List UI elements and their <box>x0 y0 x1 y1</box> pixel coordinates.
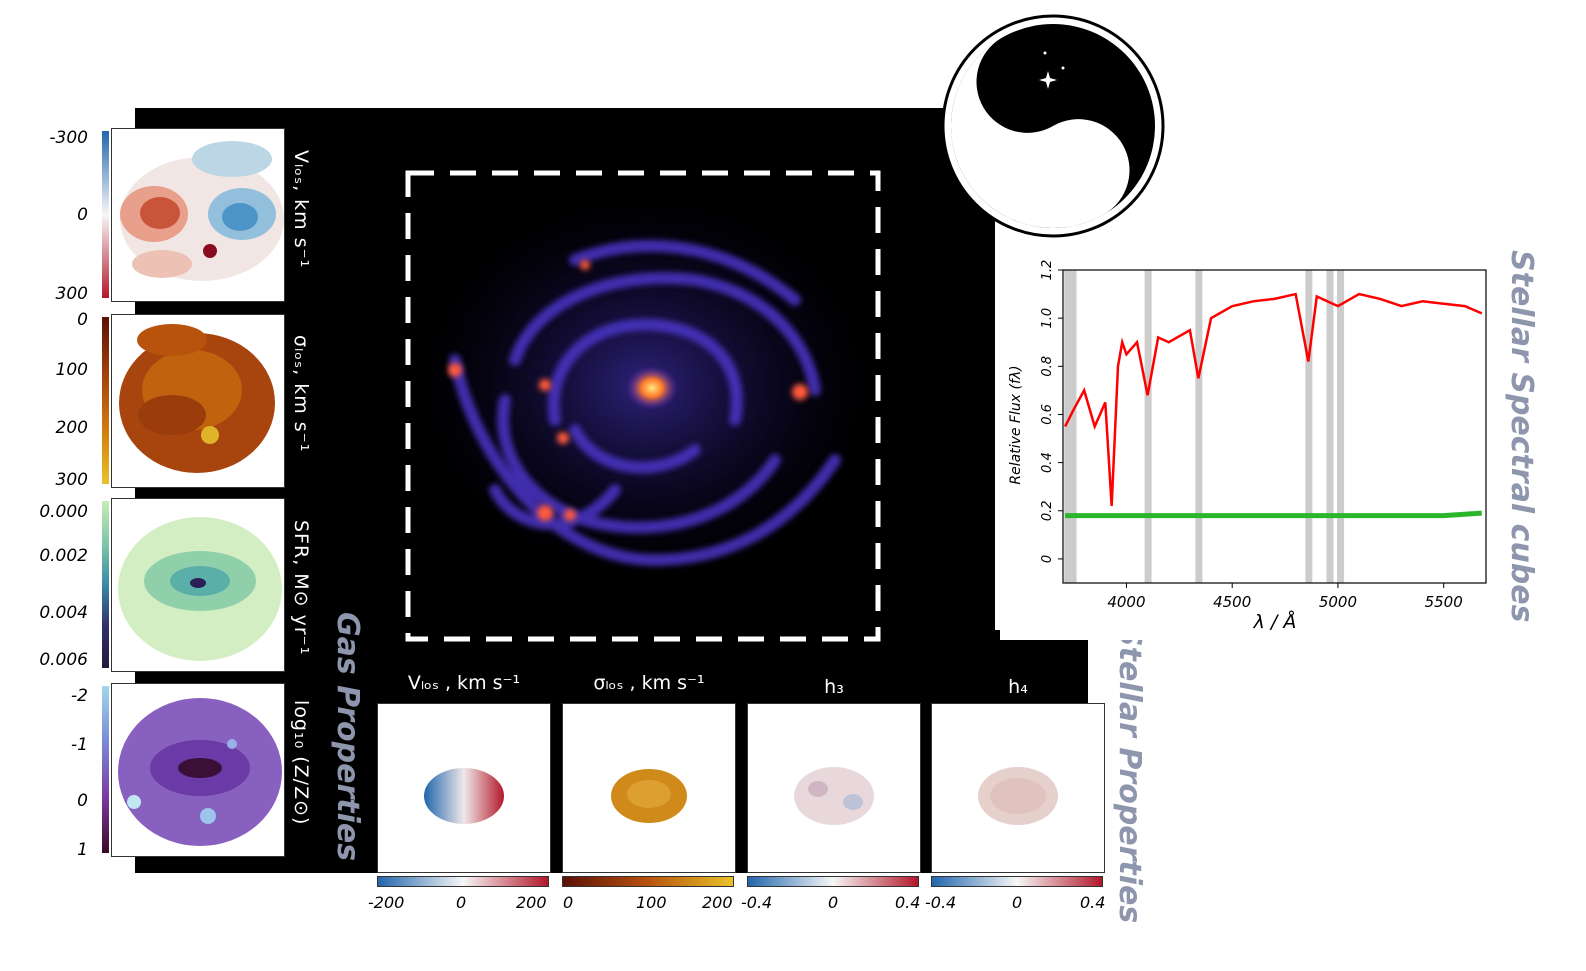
colorbar-gas-sfr <box>102 501 109 668</box>
gas-metallicity-map <box>111 683 285 857</box>
masked-band <box>1069 270 1077 583</box>
y-tick-label: 0.4 <box>1040 452 1055 473</box>
gas-velocity-map <box>111 128 285 302</box>
dark-background-extension <box>930 630 1088 703</box>
tick-label: -0.4 <box>925 893 957 912</box>
tick-label: 0.006 <box>39 650 88 670</box>
tick-label: 100 <box>636 893 667 912</box>
colorbar-stellar-velocity <box>377 876 549 887</box>
stellar-dispersion-title: σₗₒₛ , km s⁻¹ <box>593 672 705 694</box>
colorbar-gas-velocity <box>102 131 109 298</box>
y-tick-label: 1.0 <box>1040 308 1055 329</box>
y-tick-label: 0.8 <box>1040 356 1055 377</box>
stellar-h4-map <box>931 703 1105 873</box>
x-tick-label: 4500 <box>1213 593 1251 611</box>
tick-label: 300 <box>55 284 88 304</box>
tick-label: 0.4 <box>1080 893 1106 912</box>
tick-label: 1 <box>77 840 88 860</box>
masked-band <box>1195 270 1203 583</box>
tick-label: 0.4 <box>895 893 921 912</box>
spectrum-chart: 4000 4500 5000 5500 0 0.2 0.4 0.6 0.8 1.0 1.2 λ /… <box>1000 250 1495 640</box>
tick-label: 0 <box>77 791 88 811</box>
masked-band <box>1305 270 1313 583</box>
colorbar-gas-metallicity <box>102 686 109 853</box>
absorption-bands <box>1064 270 1345 583</box>
colorbar-stellar-h4 <box>931 876 1103 887</box>
stellar-velocity-title: Vₗₒₛ , km s⁻¹ <box>407 672 521 694</box>
residual-line <box>1065 510 1482 519</box>
tick-label: 0.000 <box>39 502 88 522</box>
gas-metallicity-label: log₁₀ (Z/Z⊙) <box>290 700 312 826</box>
spectrum-lines <box>1063 292 1483 519</box>
gas-velocity-label: Vₗₒₛ, km s⁻¹ <box>290 150 312 269</box>
tick-label: 100 <box>55 360 88 380</box>
y-tick-label: 0 <box>1040 555 1055 563</box>
y-tick-label: 0.6 <box>1040 404 1055 425</box>
masked-band <box>1064 270 1072 583</box>
stellar-h3-title: h₃ <box>824 676 844 698</box>
tick-label: 300 <box>55 470 88 490</box>
x-axis-label: λ / Å <box>1253 610 1297 633</box>
spectrum-line <box>1063 292 1483 507</box>
y-tick-label: 1.2 <box>1040 260 1055 281</box>
stellar-velocity-map <box>377 703 551 873</box>
stellar-dispersion-map <box>562 703 736 873</box>
tick-label: 0 <box>1012 893 1023 912</box>
galaxy-image <box>405 170 881 642</box>
masked-band <box>1337 270 1345 583</box>
stellar-h4-title: h₄ <box>1008 676 1028 698</box>
gas-properties-title: Gas Properties <box>330 612 365 862</box>
tick-label: -2 <box>71 686 88 706</box>
tick-label: 200 <box>702 893 733 912</box>
gas-sfr-map <box>111 498 285 672</box>
y-ticks: 0 0.2 0.4 0.6 0.8 1.0 1.2 <box>1040 260 1063 563</box>
tick-label: 0.004 <box>39 603 88 623</box>
tick-label: -1 <box>71 735 88 755</box>
gas-sfr-label: SFR, M⊙ yr⁻¹ <box>290 520 312 656</box>
plot-frame <box>1062 269 1487 584</box>
tick-label: 0.002 <box>39 546 88 566</box>
x-tick-label: 4000 <box>1107 593 1145 611</box>
masked-band <box>1326 270 1334 583</box>
x-tick-label: 5000 <box>1319 593 1357 611</box>
tick-label: 0 <box>77 310 88 330</box>
tick-label: 200 <box>516 893 547 912</box>
tick-label: 0 <box>828 893 839 912</box>
colorbar-gas-dispersion <box>102 317 109 484</box>
zoom-region-box <box>405 170 881 642</box>
tick-label: -0.4 <box>741 893 773 912</box>
stellar-h3-map <box>747 703 921 873</box>
logo-yin-yang <box>941 14 1165 238</box>
colorbar-stellar-dispersion <box>562 876 734 887</box>
masked-band <box>1144 270 1152 583</box>
stellar-properties-title: Stellar Properties <box>1112 625 1147 924</box>
tick-label: 0 <box>456 893 467 912</box>
gas-dispersion-map <box>111 314 285 488</box>
gas-dispersion-label: σₗₒₛ, km s⁻¹ <box>290 335 312 453</box>
stellar-spectral-cubes-title: Stellar Spectral cubes <box>1504 250 1539 623</box>
tick-label: 0 <box>77 205 88 225</box>
y-axis-label: Relative Flux (fλ) <box>1008 365 1024 484</box>
colorbar-stellar-h3 <box>747 876 919 887</box>
y-tick-label: 0.2 <box>1040 500 1055 521</box>
tick-label: -200 <box>368 893 405 912</box>
x-tick-label: 5500 <box>1425 593 1463 611</box>
tick-label: -300 <box>49 128 88 148</box>
tick-label: 200 <box>55 418 88 438</box>
tick-label: 0 <box>563 893 574 912</box>
x-ticks: 4000 4500 5000 5500 <box>1107 583 1463 611</box>
